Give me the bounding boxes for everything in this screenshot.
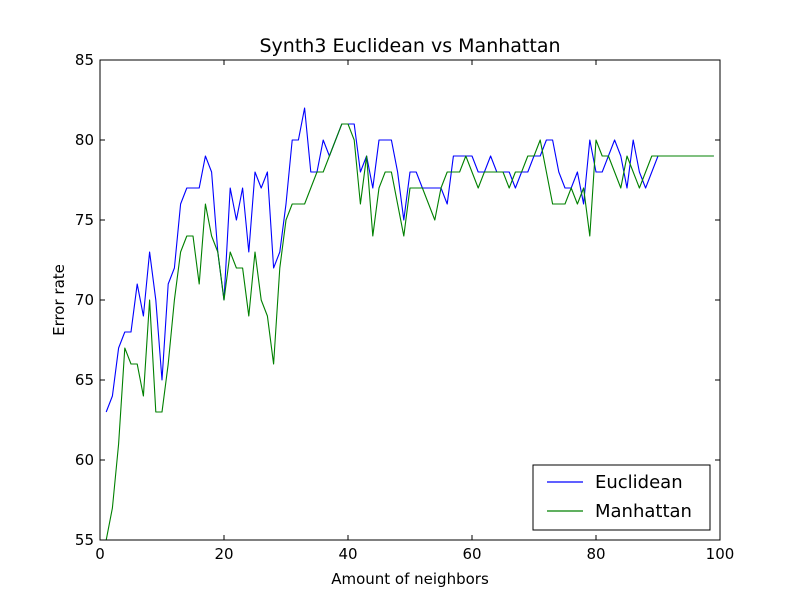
axis-ticks: 0 20 40 60 80 100 55 60 65 70 75 80 85 [75,51,734,563]
plot-area [105,107,714,540]
y-tick-label: 60 [75,451,94,469]
y-tick-label: 55 [75,531,94,549]
legend-label-euclidean: Euclidean [595,472,683,493]
y-axis-label: Error rate [50,264,68,336]
chart-title: Synth3 Euclidean vs Manhattan [259,35,560,57]
y-tick-label: 65 [75,371,94,389]
x-tick-label: 100 [706,545,735,563]
series-line-manhattan [105,123,714,540]
x-axis-label: Amount of neighbors [331,570,489,588]
x-tick-label: 60 [462,545,481,563]
series-line-euclidean [105,107,714,413]
legend-label-manhattan: Manhattan [595,501,692,522]
x-tick-label: 20 [214,545,233,563]
y-tick-label: 70 [75,291,94,309]
x-tick-label: 80 [586,545,605,563]
x-tick-label: 0 [95,545,105,563]
y-tick-label: 85 [75,51,94,69]
y-tick-label: 75 [75,211,94,229]
y-tick-label: 80 [75,131,94,149]
legend-box [532,464,711,531]
x-tick-label: 40 [338,545,357,563]
legend: Euclidean Manhattan [532,464,711,531]
